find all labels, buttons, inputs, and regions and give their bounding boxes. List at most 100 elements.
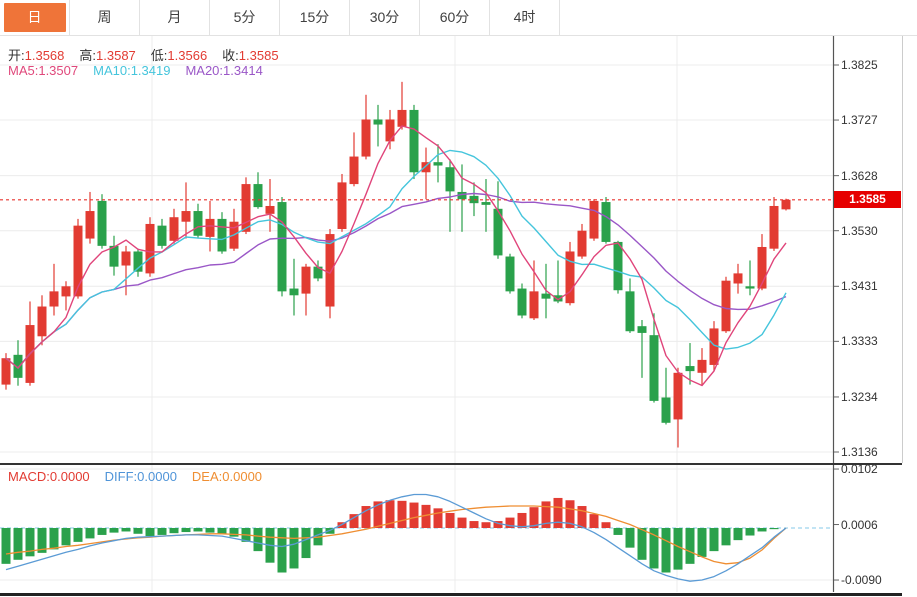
candle-up xyxy=(565,251,575,304)
candle-down xyxy=(481,202,491,205)
candle-down xyxy=(13,354,23,378)
legend-ma-ma10: MA10:1.3419 xyxy=(93,63,171,78)
macd-bar xyxy=(253,528,263,552)
tab-month-label: 月 xyxy=(167,9,182,25)
current-price-tag: 1.3585 xyxy=(834,191,901,209)
timeframe-tabbar: 日 周 月 5分 15分 30分 60分 4时 xyxy=(0,0,917,36)
candle-up xyxy=(37,306,47,337)
candle-down xyxy=(637,326,647,333)
tab-day-label: 日 xyxy=(3,3,66,32)
diff-line xyxy=(5,493,787,582)
candle-up xyxy=(697,359,707,373)
macd-bar xyxy=(277,528,287,573)
candle-up xyxy=(733,273,743,284)
candle-down xyxy=(493,208,503,256)
macd-bar xyxy=(97,528,107,535)
candle-up xyxy=(421,162,431,173)
macd-bar xyxy=(661,528,671,573)
candle-up xyxy=(49,291,59,307)
candle-up xyxy=(721,280,731,332)
candle-down xyxy=(601,202,611,242)
legend-ma-ma5: MA5:1.3507 xyxy=(8,63,79,78)
macd-bar xyxy=(25,528,35,557)
macd-bar xyxy=(769,528,779,530)
candle-down xyxy=(217,218,227,252)
candle-up xyxy=(673,372,683,420)
tab-5min[interactable]: 5分 xyxy=(210,0,280,35)
candle-up xyxy=(529,291,539,319)
macd-bar xyxy=(469,521,479,528)
legend-ohlc-open: 开:1.3568 xyxy=(8,48,65,63)
macd-bar xyxy=(733,528,743,541)
tab-60min-label: 60分 xyxy=(439,9,470,25)
price-axis-label: 1.3136 xyxy=(841,445,878,459)
macd-bar xyxy=(625,528,635,548)
macd-bar xyxy=(109,528,119,533)
legend-ma-ma20: MA20:1.3414 xyxy=(185,63,263,78)
candle-down xyxy=(661,397,671,423)
macd-bar xyxy=(673,528,683,570)
legend-ohlc-close: 收:1.3585 xyxy=(222,48,279,63)
macd-axis-label: -0.0090 xyxy=(841,573,882,588)
candle-up xyxy=(181,211,191,222)
macd-bar xyxy=(169,528,179,534)
price-axis-label: 1.3825 xyxy=(841,58,878,72)
tab-15min-label: 15分 xyxy=(299,9,330,25)
macd-bar xyxy=(529,507,539,528)
candles-layer xyxy=(1,81,791,448)
macd-bar xyxy=(409,502,419,528)
candle-down xyxy=(685,366,695,372)
candle-up xyxy=(169,217,179,241)
macd-bar xyxy=(721,528,731,546)
pane-divider xyxy=(0,463,902,465)
candle-down xyxy=(133,251,143,272)
macd-bar xyxy=(1,528,11,564)
macd-bar xyxy=(61,528,71,546)
bottom-border xyxy=(0,593,902,596)
macd-bar xyxy=(421,504,431,528)
tab-4hour[interactable]: 4时 xyxy=(490,0,560,35)
price-axis-label: 1.3234 xyxy=(841,389,878,404)
candle-down xyxy=(505,256,515,292)
candle-up xyxy=(205,218,215,237)
ma5-line xyxy=(5,125,787,387)
candle-down xyxy=(409,109,419,173)
price-axis-label: 1.3431 xyxy=(841,279,878,294)
legend-ohlc-high: 高:1.3587 xyxy=(79,48,136,63)
candle-up xyxy=(73,225,83,297)
macd-bar xyxy=(613,528,623,535)
price-axis-label: 1.3333 xyxy=(841,334,878,349)
candle-down xyxy=(289,288,299,296)
tab-60min[interactable]: 60分 xyxy=(420,0,490,35)
candle-down xyxy=(97,200,107,246)
candle-down xyxy=(457,191,467,200)
macd-bar xyxy=(229,528,239,537)
macd-bar xyxy=(301,528,311,559)
macd-bar xyxy=(649,528,659,569)
macd-bar xyxy=(541,501,551,528)
candle-up xyxy=(709,328,719,365)
tab-day[interactable]: 日 xyxy=(0,0,70,35)
tab-week[interactable]: 周 xyxy=(70,0,140,35)
tab-month[interactable]: 月 xyxy=(140,0,210,35)
macd-bar xyxy=(205,528,215,533)
legend-macd-diff: DIFF:0.0000 xyxy=(104,469,177,484)
candle-down xyxy=(433,162,443,166)
tab-30min[interactable]: 30分 xyxy=(350,0,420,35)
ma-legend: MA5:1.3507 MA10:1.3419 MA20:1.3414 xyxy=(8,63,278,78)
macd-bar xyxy=(517,512,527,528)
macd-bar xyxy=(481,522,491,528)
candle-down xyxy=(253,184,263,208)
macd-bar xyxy=(145,528,155,537)
macd-bar xyxy=(373,501,383,528)
candle-down xyxy=(541,293,551,299)
macd-bar xyxy=(745,528,755,536)
candle-down xyxy=(553,295,563,302)
tab-15min[interactable]: 15分 xyxy=(280,0,350,35)
candle-down xyxy=(157,225,167,246)
macd-bar xyxy=(157,528,167,535)
macd-bar xyxy=(457,517,467,528)
macd-bar xyxy=(445,512,455,528)
